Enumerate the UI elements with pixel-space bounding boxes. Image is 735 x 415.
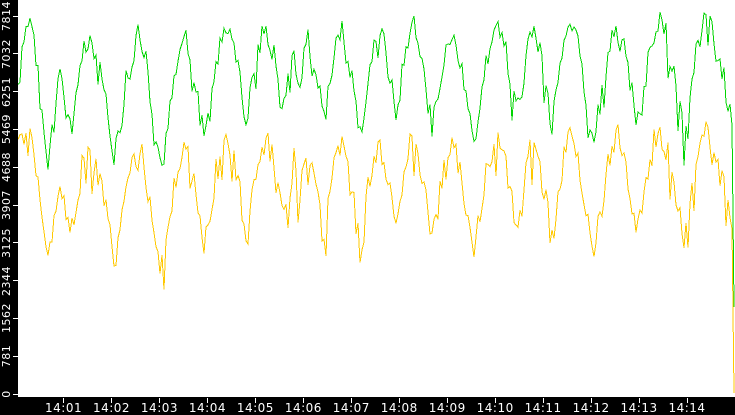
x-tick-label: 14:08 [380,401,418,415]
x-tick [254,398,256,403]
y-tick [13,204,18,206]
x-tick-label: 14:10 [476,401,514,415]
x-tick [158,398,160,403]
x-tick [302,398,304,403]
y-tick-label: 781 [0,344,13,368]
y-tick [13,317,18,319]
y-tick [13,393,18,395]
x-tick [590,398,592,403]
y-tick [13,91,18,93]
x-axis: 14:01 14:02 14:03 14:04 14:05 14:06 14:07 14:08… [0,397,735,415]
y-tick [13,53,18,55]
y-tick-label: 2344 [0,265,13,296]
x-tick-label: 14:09 [428,401,466,415]
x-tick [494,398,496,403]
y-tick-label: 4688 [0,152,13,183]
y-axis: 0 781 1562 2344 3125 3907 4688 5469 6251 7032 7814 [0,0,18,415]
y-tick [13,280,18,282]
y-tick-label: 7032 [0,38,13,69]
y-tick [13,15,18,17]
lower-yellow-series-line [18,121,735,394]
x-tick-label: 14:03 [140,401,179,415]
upper-green-series-line [18,11,735,307]
plot-area [18,11,735,394]
x-tick-label: 14:05 [236,401,274,415]
x-tick [542,398,544,403]
x-tick [63,398,65,403]
x-tick [206,398,208,403]
y-tick-label: 1562 [0,303,13,334]
y-tick [13,242,18,244]
y-tick [13,355,18,357]
y-tick-label: 5469 [0,114,13,145]
x-tick-label: 14:07 [332,401,370,415]
y-tick-label: 6251 [0,76,13,107]
x-tick-label: 14:12 [572,401,610,415]
y-tick [13,128,18,130]
y-tick [13,166,18,168]
x-tick-label: 14:01 [45,401,83,415]
x-tick-label: 14:14 [668,401,706,415]
x-tick [111,398,113,403]
x-tick-label: 14:04 [188,401,226,415]
y-tick-label: 7814 [0,1,13,31]
x-tick-label: 14:13 [620,401,658,415]
x-tick-label: 14:11 [524,401,562,415]
x-tick [398,398,400,403]
x-tick [638,398,640,403]
x-tick-label: 14:02 [92,401,131,415]
x-tick [686,398,688,403]
y-tick-label: 3907 [0,190,13,220]
x-tick [350,398,352,403]
y-tick-label: 3125 [0,227,13,258]
x-tick-label: 14:06 [284,401,322,415]
x-tick [446,398,448,403]
